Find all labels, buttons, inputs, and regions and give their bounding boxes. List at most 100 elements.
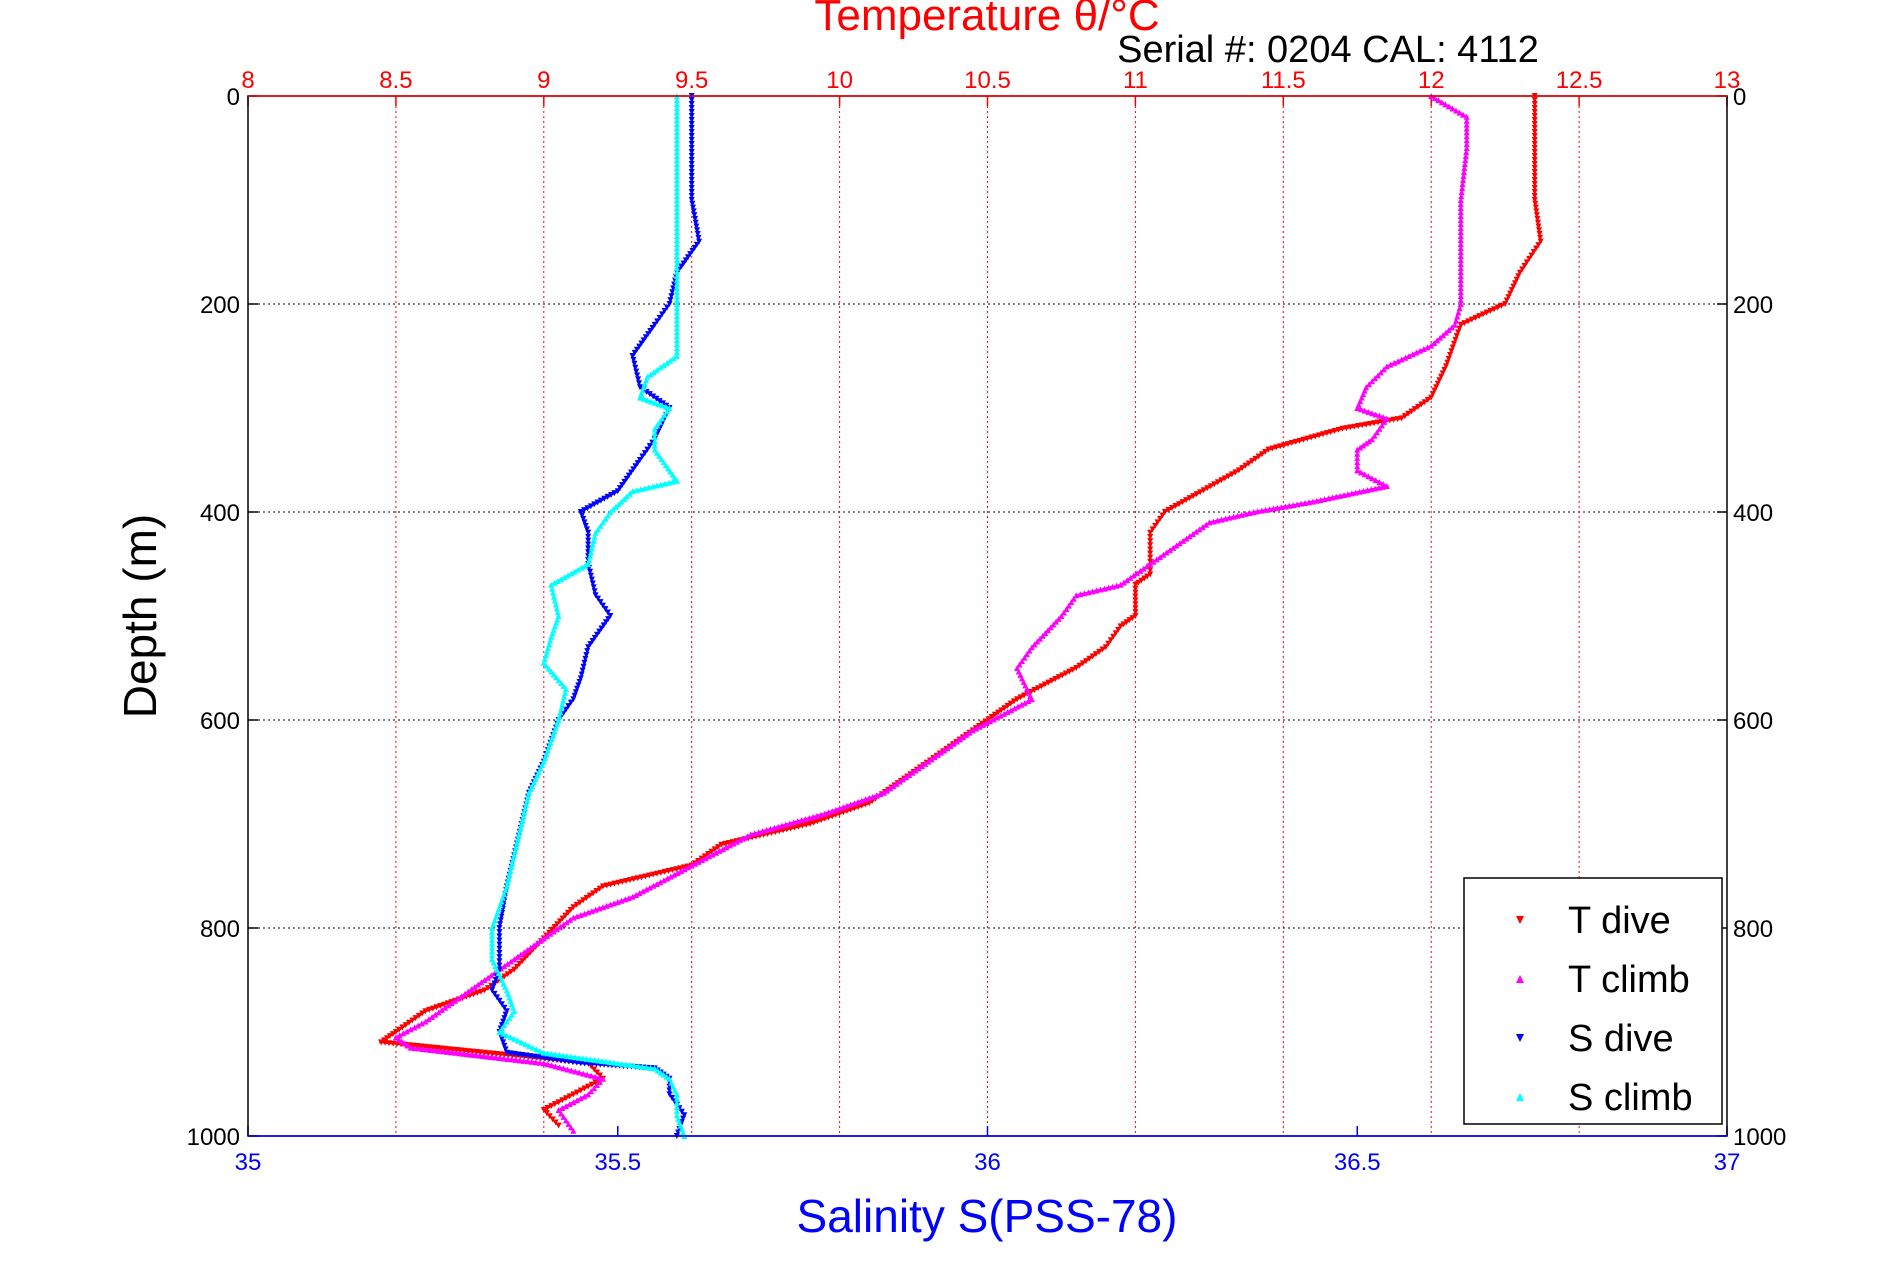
data-point <box>673 141 680 147</box>
data-point <box>562 706 569 713</box>
data-point <box>507 1034 514 1041</box>
data-point <box>403 1028 410 1035</box>
data-point <box>1039 632 1046 639</box>
data-point <box>673 1103 680 1110</box>
data-point <box>681 1112 688 1119</box>
data-point <box>667 873 674 880</box>
data-point <box>489 940 496 947</box>
data-point <box>673 149 680 155</box>
data-point <box>1369 378 1376 385</box>
data-point <box>1445 355 1452 362</box>
data-point <box>523 801 530 808</box>
data-point <box>802 816 809 823</box>
data-point <box>1468 316 1475 323</box>
data-point <box>960 734 967 741</box>
data-point <box>566 1101 573 1108</box>
data-point <box>673 321 680 327</box>
data-point <box>647 371 654 378</box>
data-point <box>640 395 647 402</box>
data-point <box>593 888 600 895</box>
data-point <box>1021 692 1028 699</box>
data-point <box>633 891 640 898</box>
data-point <box>592 592 599 599</box>
data-point <box>625 895 632 902</box>
data-point <box>618 897 625 904</box>
data-point <box>1076 662 1083 669</box>
data-point <box>596 628 603 635</box>
data-point <box>589 637 596 644</box>
data-point <box>566 1093 573 1100</box>
legend-label: S dive <box>1568 1018 1674 1060</box>
data-point <box>660 877 667 884</box>
data-point <box>1206 519 1213 526</box>
data-point <box>963 731 970 738</box>
data-point <box>1066 668 1073 675</box>
data-point <box>1533 212 1540 219</box>
data-point <box>590 537 597 544</box>
data-point <box>583 1055 590 1062</box>
data-point <box>688 189 695 195</box>
data-point <box>1230 513 1237 520</box>
data-point <box>1130 572 1137 579</box>
data-point <box>1531 137 1538 143</box>
data-point <box>1463 145 1470 151</box>
data-point <box>639 453 646 460</box>
data-point <box>555 677 562 684</box>
data-point <box>514 1037 521 1044</box>
data-point <box>794 818 801 825</box>
data-point <box>520 1057 527 1064</box>
data-point <box>747 831 754 838</box>
data-point <box>673 313 680 319</box>
data-point <box>604 609 611 616</box>
data-point <box>1021 654 1028 661</box>
data-point <box>893 780 900 787</box>
data-point <box>481 1049 488 1056</box>
data-point <box>651 429 658 436</box>
data-point <box>1457 269 1464 275</box>
data-point <box>1505 294 1512 301</box>
data-point <box>508 1011 515 1018</box>
data-point <box>443 1048 450 1055</box>
data-point <box>491 980 498 987</box>
data-point <box>673 341 680 347</box>
data-point <box>877 791 884 798</box>
data-point <box>650 369 657 376</box>
data-point <box>641 450 648 457</box>
data-point <box>1214 479 1221 486</box>
data-point <box>484 985 491 992</box>
data-point <box>1376 479 1383 486</box>
data-point <box>422 1018 429 1025</box>
data-point <box>654 366 661 373</box>
data-point <box>597 1072 604 1079</box>
data-point <box>497 917 504 924</box>
data-point <box>623 475 630 482</box>
data-point <box>1455 329 1462 336</box>
data-point <box>1189 530 1196 537</box>
data-point <box>668 1079 675 1086</box>
data-point <box>1366 438 1373 445</box>
data-point <box>673 261 680 267</box>
data-point <box>588 1072 595 1079</box>
data-point <box>411 1045 418 1052</box>
data-point <box>673 137 680 143</box>
data-point <box>1533 208 1540 215</box>
data-point <box>658 455 665 462</box>
data-point <box>1503 297 1510 304</box>
data-point <box>615 501 622 508</box>
data-point <box>584 505 591 512</box>
data-point <box>570 914 577 921</box>
data-point <box>673 189 680 195</box>
data-point <box>636 343 643 350</box>
data-point <box>1526 255 1533 262</box>
data-point <box>1536 227 1543 234</box>
data-point <box>599 602 606 609</box>
data-point <box>673 301 680 307</box>
data-point <box>585 545 592 552</box>
data-point <box>575 682 582 689</box>
data-point <box>659 415 666 422</box>
data-point <box>682 257 689 264</box>
data-point <box>637 486 644 493</box>
data-point <box>1453 107 1460 114</box>
data-point <box>673 337 680 343</box>
data-point <box>673 281 680 287</box>
